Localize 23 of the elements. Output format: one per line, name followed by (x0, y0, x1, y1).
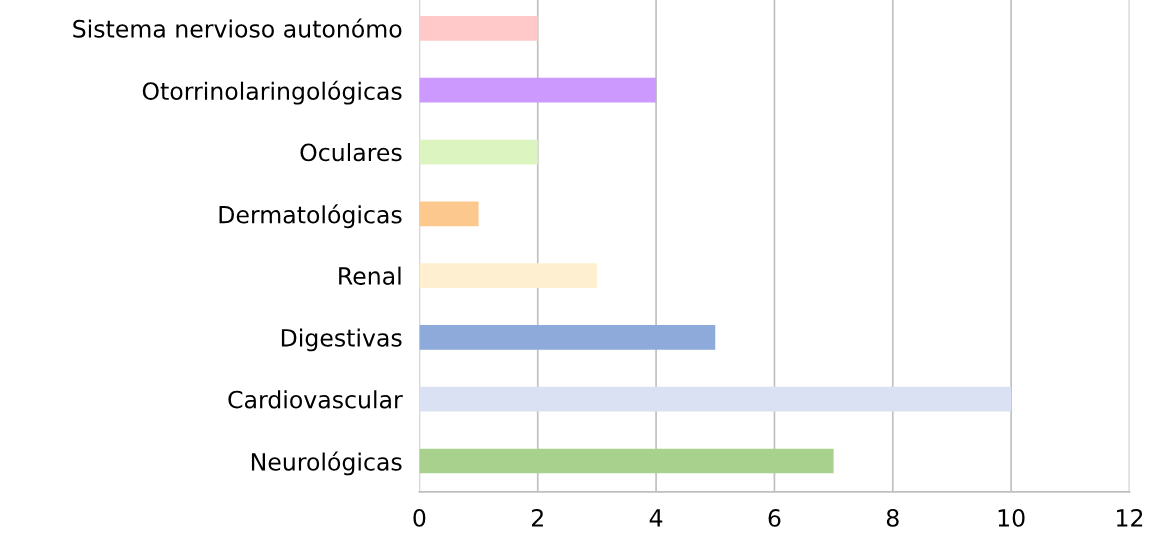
y-tick-label: Neurológicas (251, 451, 402, 476)
x-tick-label: 4 (649, 509, 663, 527)
x-tick-label: 6 (768, 508, 781, 527)
bar (419, 77, 657, 103)
x-tick-label: 10 (998, 508, 1025, 527)
bar (419, 386, 1012, 412)
bar (419, 201, 479, 227)
y-tick-label: Otorrinolaringológicas (142, 80, 402, 105)
bar (419, 263, 597, 288)
y-tick-label: Cardiovascular (228, 390, 403, 409)
x-tick-label: 8 (886, 508, 899, 527)
x-tick-label: 0 (413, 508, 426, 527)
y-tick-label: Dermatológicas (219, 204, 402, 229)
bar (419, 325, 716, 350)
y-tick-label: Digestivas (281, 328, 402, 352)
x-tick-label: 12 (1117, 508, 1143, 527)
bar (419, 448, 834, 474)
bar (419, 139, 538, 165)
x-tick-label: 2 (531, 508, 543, 527)
y-tick-label: Renal (339, 266, 401, 285)
y-tick-label: Oculares (300, 143, 402, 162)
bar (419, 16, 538, 41)
y-tick-label: Sistema nervioso autonómo (73, 18, 402, 38)
